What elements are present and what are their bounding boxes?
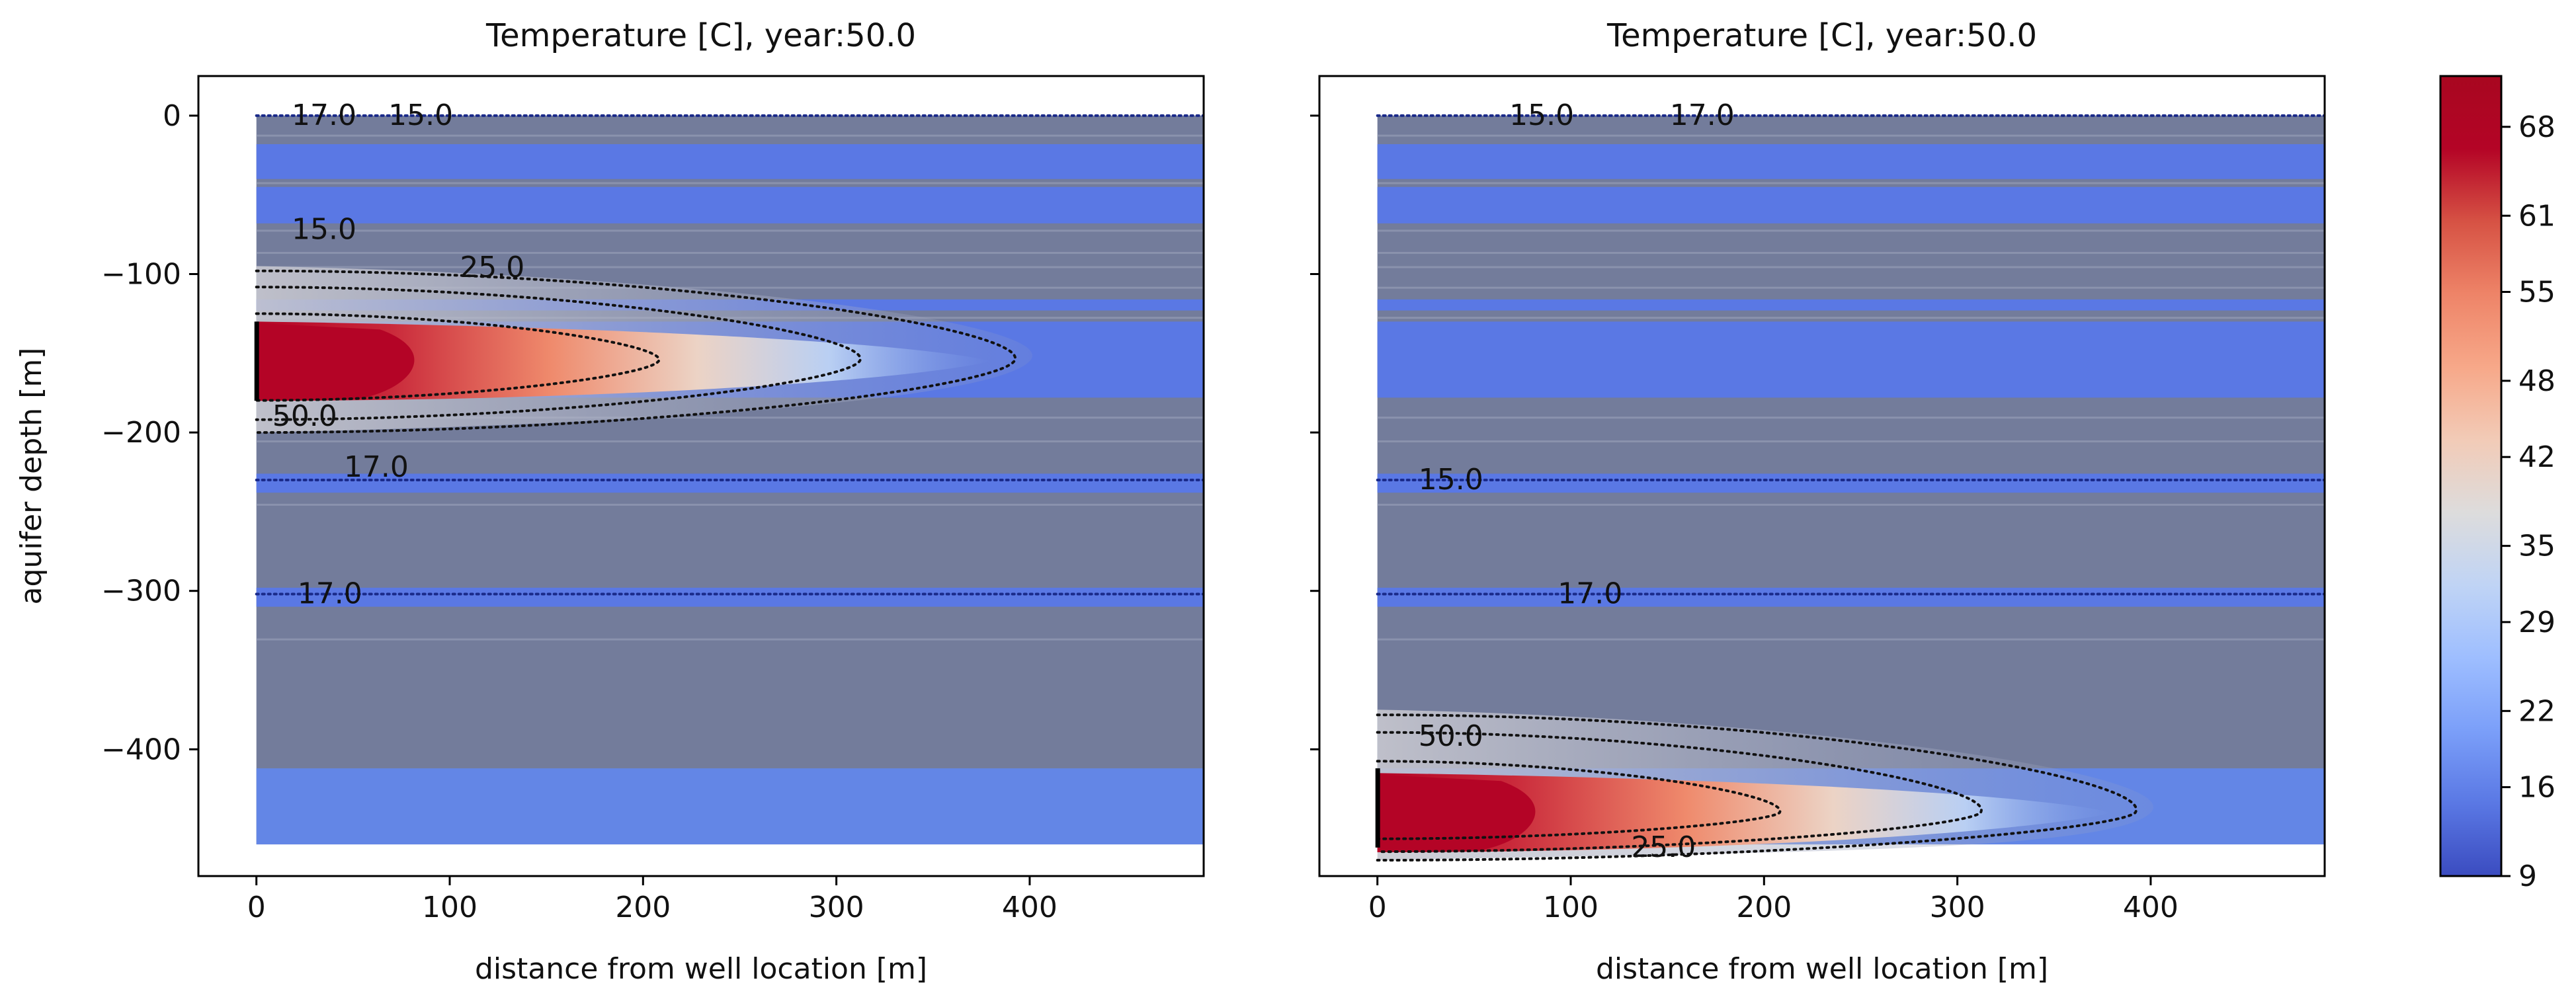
right-contour-label: 15.0: [1419, 463, 1483, 497]
left-x-tick-label: 100: [422, 891, 478, 924]
left-plume-body: [256, 321, 991, 401]
right-plume-core: [1377, 774, 1536, 853]
left-contour-label: 15.0: [388, 99, 453, 132]
left-matrix-stripe: [256, 286, 1204, 289]
left-x-tick-label: 0: [247, 891, 266, 924]
right-x-tick-label: 200: [1736, 891, 1792, 924]
left-y-tick-label: −200: [101, 416, 181, 450]
right-plume-body: [1377, 773, 2112, 853]
colorbar-tick-label: 29: [2518, 606, 2555, 639]
left-contour-label: 17.0: [292, 99, 356, 132]
left-contour-label: 25.0: [460, 251, 524, 284]
left-y-tick-label: −400: [101, 733, 181, 766]
left-x-tick-label: 200: [615, 891, 671, 924]
right-contour-line: [1376, 713, 2138, 862]
left-matrix-stripe: [256, 229, 1204, 232]
right-x-axis-label: distance from well location [m]: [1596, 952, 2048, 986]
left-matrix-stripe: [256, 266, 1204, 268]
right-aquifer-layer: [1377, 299, 2325, 311]
right-contour-label: 17.0: [1670, 99, 1735, 132]
right-plot-frame: [1318, 75, 2326, 877]
right-x-tick-label: 300: [1930, 891, 1985, 924]
left-contour-line: [255, 286, 862, 421]
colorbar-gradient: [2439, 75, 2503, 877]
left-matrix-stripe: [256, 251, 1204, 254]
right-temperature-panel: Temperature [C], year:50.0 15.0 17.0 15.0 1…: [1310, 17, 2326, 986]
left-y-tick-label: −100: [101, 258, 181, 292]
right-matrix-stripe: [1377, 182, 2325, 184]
left-plume-core: [256, 323, 415, 401]
right-contour-label: 17.0: [1558, 577, 1622, 611]
colorbar-tick-label: 68: [2518, 110, 2555, 144]
right-aquifer-layer: [1377, 587, 2325, 607]
left-matrix-stripe: [256, 638, 1204, 641]
right-matrix-stripe: [1377, 503, 2325, 506]
right-matrix-stripe: [1377, 251, 2325, 254]
left-y-tick-label: −300: [101, 575, 181, 608]
colorbar-tick-label: 48: [2518, 364, 2555, 398]
left-deep-aquifer: [256, 768, 1204, 845]
left-aquifer-layer: [256, 144, 1204, 179]
right-matrix-stripe: [1377, 638, 2325, 641]
colorbar-tick-label: 42: [2518, 440, 2555, 474]
left-contour-label: 17.0: [298, 577, 362, 611]
left-y-tick-label: 0: [163, 99, 181, 133]
right-aquifer-layer: [1377, 473, 2325, 493]
left-matrix-stripe: [256, 440, 1204, 443]
colorbar-tick-label: 61: [2518, 199, 2555, 233]
left-x-tick-label: 300: [809, 891, 864, 924]
left-matrix-stripe: [256, 182, 1204, 184]
left-aquifer-layer: [256, 186, 1204, 223]
left-contour-label: 15.0: [292, 212, 356, 246]
right-aquifer-layer: [1377, 186, 2325, 223]
colorbar: 9 16 22 29 35 42 48 55 61 68: [2439, 75, 2555, 893]
left-matrix-stripe: [256, 417, 1204, 419]
right-contour-line: [1376, 760, 1782, 840]
colorbar-tick-label: 9: [2518, 860, 2537, 893]
right-matrix-stripe: [1377, 286, 2325, 289]
right-x-tick-label: 100: [1543, 891, 1599, 924]
left-plot-frame: [197, 75, 1205, 877]
right-aquifer-layer: [1377, 321, 2325, 398]
left-matrix-stripe: [256, 503, 1204, 506]
left-x-axis-label: distance from well location [m]: [475, 952, 927, 986]
y-axis-label: aquifer depth [m]: [15, 348, 48, 605]
left-aquifer-layer: [256, 473, 1204, 493]
right-matrix-stripe: [1377, 440, 2325, 443]
colorbar-tick-label: 22: [2518, 694, 2555, 728]
left-matrix-stripe: [256, 134, 1204, 137]
colorbar-tick-label: 16: [2518, 771, 2555, 805]
left-contour-line: [255, 269, 1017, 434]
right-contour-label: 15.0: [1509, 99, 1574, 132]
right-matrix-stripe: [1377, 229, 2325, 232]
left-x-tick-label: 400: [1002, 891, 1058, 924]
left-panel-title: Temperature [C], year:50.0: [485, 17, 916, 54]
right-matrix-stripe: [1377, 266, 2325, 268]
right-x-tick-label: 0: [1368, 891, 1387, 924]
left-contour-line: [255, 312, 661, 402]
right-matrix-stripe: [1377, 317, 2325, 319]
colorbar-tick-label: 35: [2518, 530, 2555, 563]
right-matrix-stripe: [1377, 417, 2325, 419]
right-contour-label: 25.0: [1631, 830, 1696, 864]
right-injection-well: [1375, 768, 1380, 848]
right-panel-title: Temperature [C], year:50.0: [1606, 17, 2037, 54]
right-contour-line: [1376, 731, 1983, 854]
right-matrix-stripe: [1377, 134, 2325, 137]
left-contour-label: 17.0: [344, 450, 409, 484]
right-aquifer-layer: [1377, 144, 2325, 179]
colorbar-tick-label: 55: [2518, 276, 2555, 309]
right-contour-label: 50.0: [1419, 719, 1483, 753]
right-x-tick-label: 400: [2123, 891, 2179, 924]
left-temperature-panel: Temperature [C], year:50.0 17.0 15.0 15.0 2…: [101, 17, 1205, 986]
left-aquifer-layer: [256, 587, 1204, 607]
left-injection-well: [254, 321, 259, 401]
left-contour-label: 50.0: [272, 399, 337, 433]
